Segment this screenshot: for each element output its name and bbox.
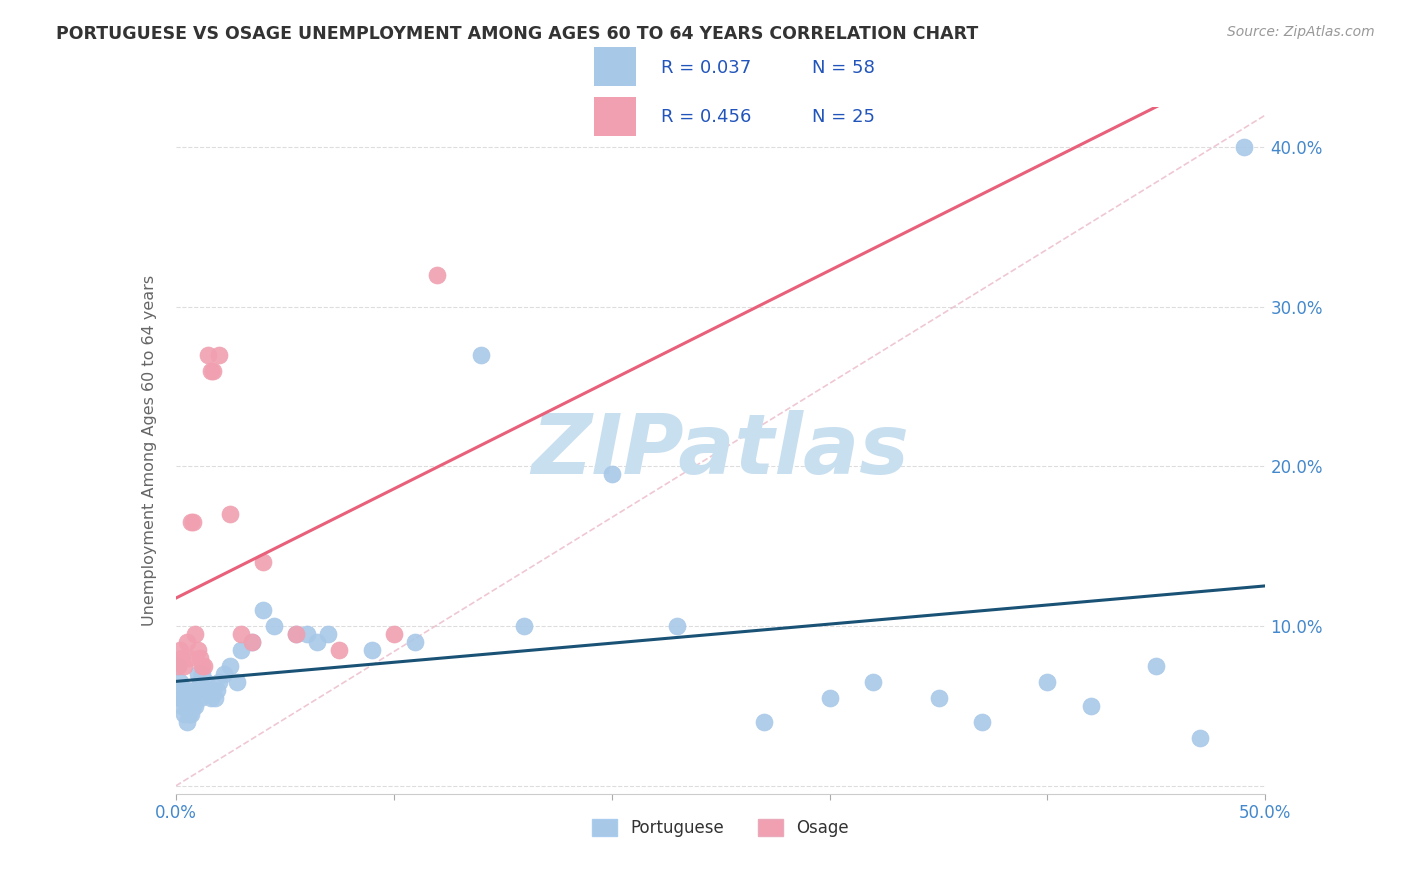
Portuguese xyxy=(1080,699,1102,714)
Portuguese xyxy=(360,643,382,657)
Legend: Portuguese, Osage: Portuguese, Osage xyxy=(586,813,855,844)
Portuguese xyxy=(176,714,198,729)
Osage xyxy=(177,651,200,665)
Osage xyxy=(169,643,191,657)
Osage xyxy=(200,363,222,377)
Osage xyxy=(219,508,242,522)
Portuguese xyxy=(197,683,219,698)
Osage xyxy=(328,643,350,657)
Text: R = 0.037: R = 0.037 xyxy=(661,59,751,77)
Portuguese xyxy=(470,348,492,362)
Portuguese xyxy=(1189,731,1212,745)
Portuguese xyxy=(193,683,215,698)
Bar xyxy=(593,47,636,87)
Portuguese xyxy=(184,699,207,714)
Osage xyxy=(240,635,263,649)
Osage xyxy=(426,268,449,282)
Portuguese xyxy=(177,691,200,706)
Portuguese xyxy=(252,603,274,617)
Portuguese xyxy=(405,635,427,649)
Portuguese xyxy=(176,699,198,714)
Osage xyxy=(193,659,215,673)
Portuguese xyxy=(928,691,950,706)
Portuguese xyxy=(201,683,224,698)
Portuguese xyxy=(970,714,993,729)
Y-axis label: Unemployment Among Ages 60 to 64 years: Unemployment Among Ages 60 to 64 years xyxy=(142,275,157,626)
Portuguese xyxy=(204,691,226,706)
Osage xyxy=(167,659,190,673)
Portuguese xyxy=(307,635,329,649)
Osage xyxy=(201,363,224,377)
Portuguese xyxy=(173,691,195,706)
Osage xyxy=(184,627,207,641)
Portuguese xyxy=(240,635,263,649)
Portuguese xyxy=(172,699,194,714)
Portuguese xyxy=(1036,675,1059,690)
Portuguese xyxy=(188,691,211,706)
Osage xyxy=(188,651,211,665)
Portuguese xyxy=(1232,140,1256,154)
Portuguese xyxy=(186,667,209,681)
Portuguese xyxy=(191,667,214,681)
Text: ZIPatlas: ZIPatlas xyxy=(531,410,910,491)
Portuguese xyxy=(754,714,776,729)
Osage xyxy=(180,516,202,530)
Portuguese xyxy=(195,675,218,690)
Osage xyxy=(176,635,198,649)
Portuguese xyxy=(284,627,307,641)
Portuguese xyxy=(208,675,231,690)
Portuguese xyxy=(169,675,191,690)
Osage xyxy=(252,555,274,569)
Text: Source: ZipAtlas.com: Source: ZipAtlas.com xyxy=(1227,25,1375,39)
Portuguese xyxy=(186,683,209,698)
Portuguese xyxy=(600,467,623,482)
Portuguese xyxy=(818,691,841,706)
Portuguese xyxy=(188,675,211,690)
Portuguese xyxy=(225,675,247,690)
Portuguese xyxy=(180,706,202,721)
Bar xyxy=(593,96,636,136)
Text: N = 58: N = 58 xyxy=(813,59,875,77)
Portuguese xyxy=(200,691,222,706)
Portuguese xyxy=(184,683,207,698)
Osage xyxy=(181,516,204,530)
Osage xyxy=(173,659,195,673)
Portuguese xyxy=(295,627,318,641)
Portuguese xyxy=(176,683,198,698)
Portuguese xyxy=(180,691,202,706)
Osage xyxy=(284,627,307,641)
Osage xyxy=(382,627,405,641)
Portuguese xyxy=(1144,659,1167,673)
Text: N = 25: N = 25 xyxy=(813,108,875,126)
Portuguese xyxy=(181,699,204,714)
Portuguese xyxy=(167,659,190,673)
Portuguese xyxy=(666,619,689,633)
Portuguese xyxy=(318,627,340,641)
Portuguese xyxy=(231,643,253,657)
Text: R = 0.456: R = 0.456 xyxy=(661,108,751,126)
Osage xyxy=(231,627,253,641)
Portuguese xyxy=(173,706,195,721)
Portuguese xyxy=(263,619,285,633)
Portuguese xyxy=(177,706,200,721)
Portuguese xyxy=(862,675,884,690)
Osage xyxy=(208,348,231,362)
Osage xyxy=(197,348,219,362)
Portuguese xyxy=(172,683,194,698)
Text: PORTUGUESE VS OSAGE UNEMPLOYMENT AMONG AGES 60 TO 64 YEARS CORRELATION CHART: PORTUGUESE VS OSAGE UNEMPLOYMENT AMONG A… xyxy=(56,25,979,43)
Portuguese xyxy=(212,667,235,681)
Portuguese xyxy=(181,691,204,706)
Portuguese xyxy=(205,683,228,698)
Portuguese xyxy=(219,659,242,673)
Osage xyxy=(172,651,194,665)
Osage xyxy=(191,659,214,673)
Osage xyxy=(186,643,209,657)
Portuguese xyxy=(513,619,536,633)
Portuguese xyxy=(169,691,191,706)
